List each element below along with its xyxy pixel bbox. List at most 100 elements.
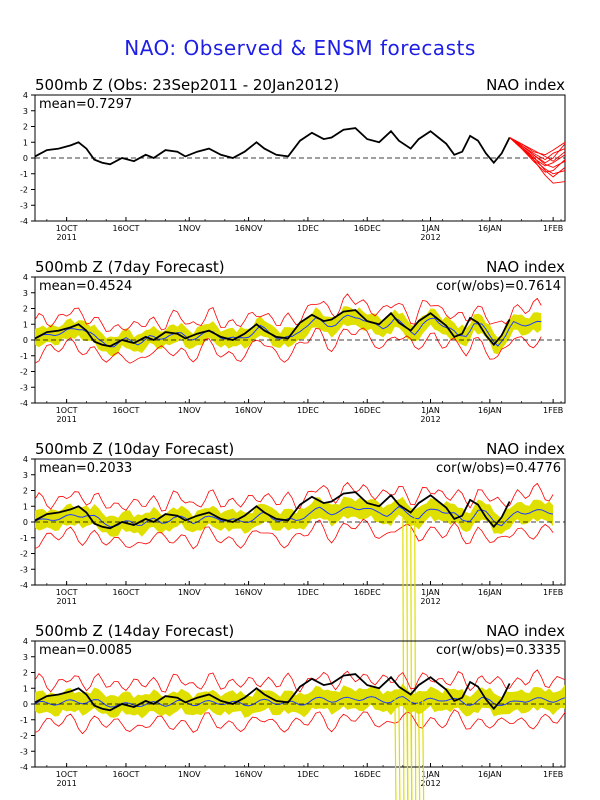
forecast-spike-4 xyxy=(410,701,413,800)
y-tick-label: 3 xyxy=(23,653,28,662)
y-tick-label: -2 xyxy=(20,550,28,559)
panel-4: 500mb Z (14day Forecast) NAO index -4 -3 -2 -… xyxy=(20,622,566,800)
x-tick-year: 2012 xyxy=(420,415,440,424)
y-tick-label: -1 xyxy=(20,352,28,361)
x-tick-label: 16JAN xyxy=(478,588,502,597)
x-tick-label: 1DEC xyxy=(297,224,319,233)
panel-index-label: NAO index xyxy=(486,76,565,94)
ensemble-min-line xyxy=(35,709,565,735)
y-tick-label: 2 xyxy=(23,487,28,496)
x-tick-label: 1FEB xyxy=(543,406,563,415)
x-tick-label: 16NOV xyxy=(235,588,263,597)
panel-title: 500mb Z (10day Forecast) xyxy=(35,440,234,458)
plot-area xyxy=(35,127,565,184)
mean-label: mean=0.4524 xyxy=(39,279,132,294)
forecast-spike-6 xyxy=(422,697,425,800)
x-tick-label: 16OCT xyxy=(112,406,139,415)
x-tick-label: 16JAN xyxy=(478,770,502,779)
x-tick-label: 16NOV xyxy=(235,224,263,233)
y-tick-label: 0 xyxy=(23,518,28,527)
x-tick-label: 1DEC xyxy=(297,406,319,415)
forecast-member-5 xyxy=(509,137,565,161)
plot-area xyxy=(35,293,565,364)
figure-title: NAO: Observed & ENSM forecasts xyxy=(124,36,476,60)
panel-index-label: NAO index xyxy=(486,440,565,458)
y-tick-label: 2 xyxy=(23,305,28,314)
y-tick-label: 1 xyxy=(23,684,28,693)
correlation-label: cor(w/obs)=0.3335 xyxy=(436,643,561,658)
x-tick-label: 1JAN xyxy=(421,588,440,597)
x-tick-year: 2011 xyxy=(56,597,76,606)
ensemble-max-line xyxy=(35,481,554,512)
y-tick-label: -3 xyxy=(20,747,28,756)
panel-title: 500mb Z (Obs: 23Sep2011 - 20Jan2012) xyxy=(35,76,339,94)
forecast-member-9 xyxy=(509,137,565,164)
x-tick-label: 1OCT xyxy=(56,770,78,779)
x-tick-year: 2011 xyxy=(56,415,76,424)
forecast-member-10 xyxy=(509,137,565,175)
x-tick-label: 1NOV xyxy=(178,224,201,233)
mean-label: mean=0.7297 xyxy=(39,97,132,112)
x-tick-year: 2012 xyxy=(420,233,440,242)
x-tick-label: 1NOV xyxy=(178,770,201,779)
x-tick-label: 16JAN xyxy=(478,406,502,415)
y-tick-label: 4 xyxy=(23,637,28,646)
forecast-spike-1 xyxy=(394,697,397,800)
x-tick-label: 1DEC xyxy=(297,770,319,779)
panel-title: 500mb Z (7day Forecast) xyxy=(35,258,225,276)
y-tick-label: -3 xyxy=(20,201,28,210)
y-tick-label: -1 xyxy=(20,716,28,725)
plot-area xyxy=(35,669,565,735)
y-tick-label: 1 xyxy=(23,138,28,147)
y-tick-label: -3 xyxy=(20,383,28,392)
panel-3: 500mb Z (10day Forecast) NAO index -4 -3 -2 -… xyxy=(20,440,566,800)
correlation-label: cor(w/obs)=0.4776 xyxy=(436,461,561,476)
forecast-spike-2 xyxy=(398,698,401,800)
y-tick-label: -4 xyxy=(20,581,28,590)
x-tick-year: 2011 xyxy=(56,233,76,242)
y-tick-label: -1 xyxy=(20,534,28,543)
x-tick-label: 1NOV xyxy=(178,406,201,415)
x-tick-label: 1JAN xyxy=(421,224,440,233)
y-tick-label: -3 xyxy=(20,565,28,574)
x-tick-label: 16OCT xyxy=(112,224,139,233)
ensemble-max-line xyxy=(35,293,542,332)
ensemble-min-line xyxy=(35,518,554,550)
observed-nao-line xyxy=(35,127,511,166)
y-tick-label: 2 xyxy=(23,669,28,678)
x-tick-label: 16DEC xyxy=(354,406,381,415)
y-tick-label: -2 xyxy=(20,186,28,195)
x-tick-label: 1FEB xyxy=(543,588,563,597)
x-tick-label: 16DEC xyxy=(354,588,381,597)
x-tick-label: 1OCT xyxy=(56,406,78,415)
y-tick-label: 4 xyxy=(23,273,28,282)
x-tick-label: 16NOV xyxy=(235,406,263,415)
y-tick-label: -4 xyxy=(20,763,28,772)
x-tick-label: 1JAN xyxy=(421,770,440,779)
panel-1: 500mb Z (Obs: 23Sep2011 - 20Jan2012) NAO … xyxy=(20,76,566,242)
x-tick-label: 16DEC xyxy=(354,224,381,233)
x-tick-year: 2012 xyxy=(420,597,440,606)
x-tick-label: 1DEC xyxy=(297,588,319,597)
observed-nao-line xyxy=(35,673,511,712)
panel-2: 500mb Z (7day Forecast) NAO index -4 -3 -2 -1… xyxy=(20,258,566,424)
ensemble-min-line xyxy=(35,327,542,364)
forecast-member-8 xyxy=(509,137,565,162)
y-tick-label: 3 xyxy=(23,471,28,480)
y-tick-label: -2 xyxy=(20,368,28,377)
y-tick-label: -4 xyxy=(20,399,28,408)
y-tick-label: 4 xyxy=(23,455,28,464)
observed-nao-line xyxy=(35,491,511,530)
y-tick-label: -2 xyxy=(20,732,28,741)
panel-index-label: NAO index xyxy=(486,622,565,640)
y-tick-label: 3 xyxy=(23,107,28,116)
forecast-spike-1 xyxy=(402,517,405,800)
x-tick-label: 1FEB xyxy=(543,224,563,233)
x-tick-label: 16OCT xyxy=(112,770,139,779)
forecast-member-7 xyxy=(509,137,565,173)
forecast-spike-4 xyxy=(414,517,417,800)
y-tick-label: 3 xyxy=(23,289,28,298)
y-tick-label: -4 xyxy=(20,217,28,226)
